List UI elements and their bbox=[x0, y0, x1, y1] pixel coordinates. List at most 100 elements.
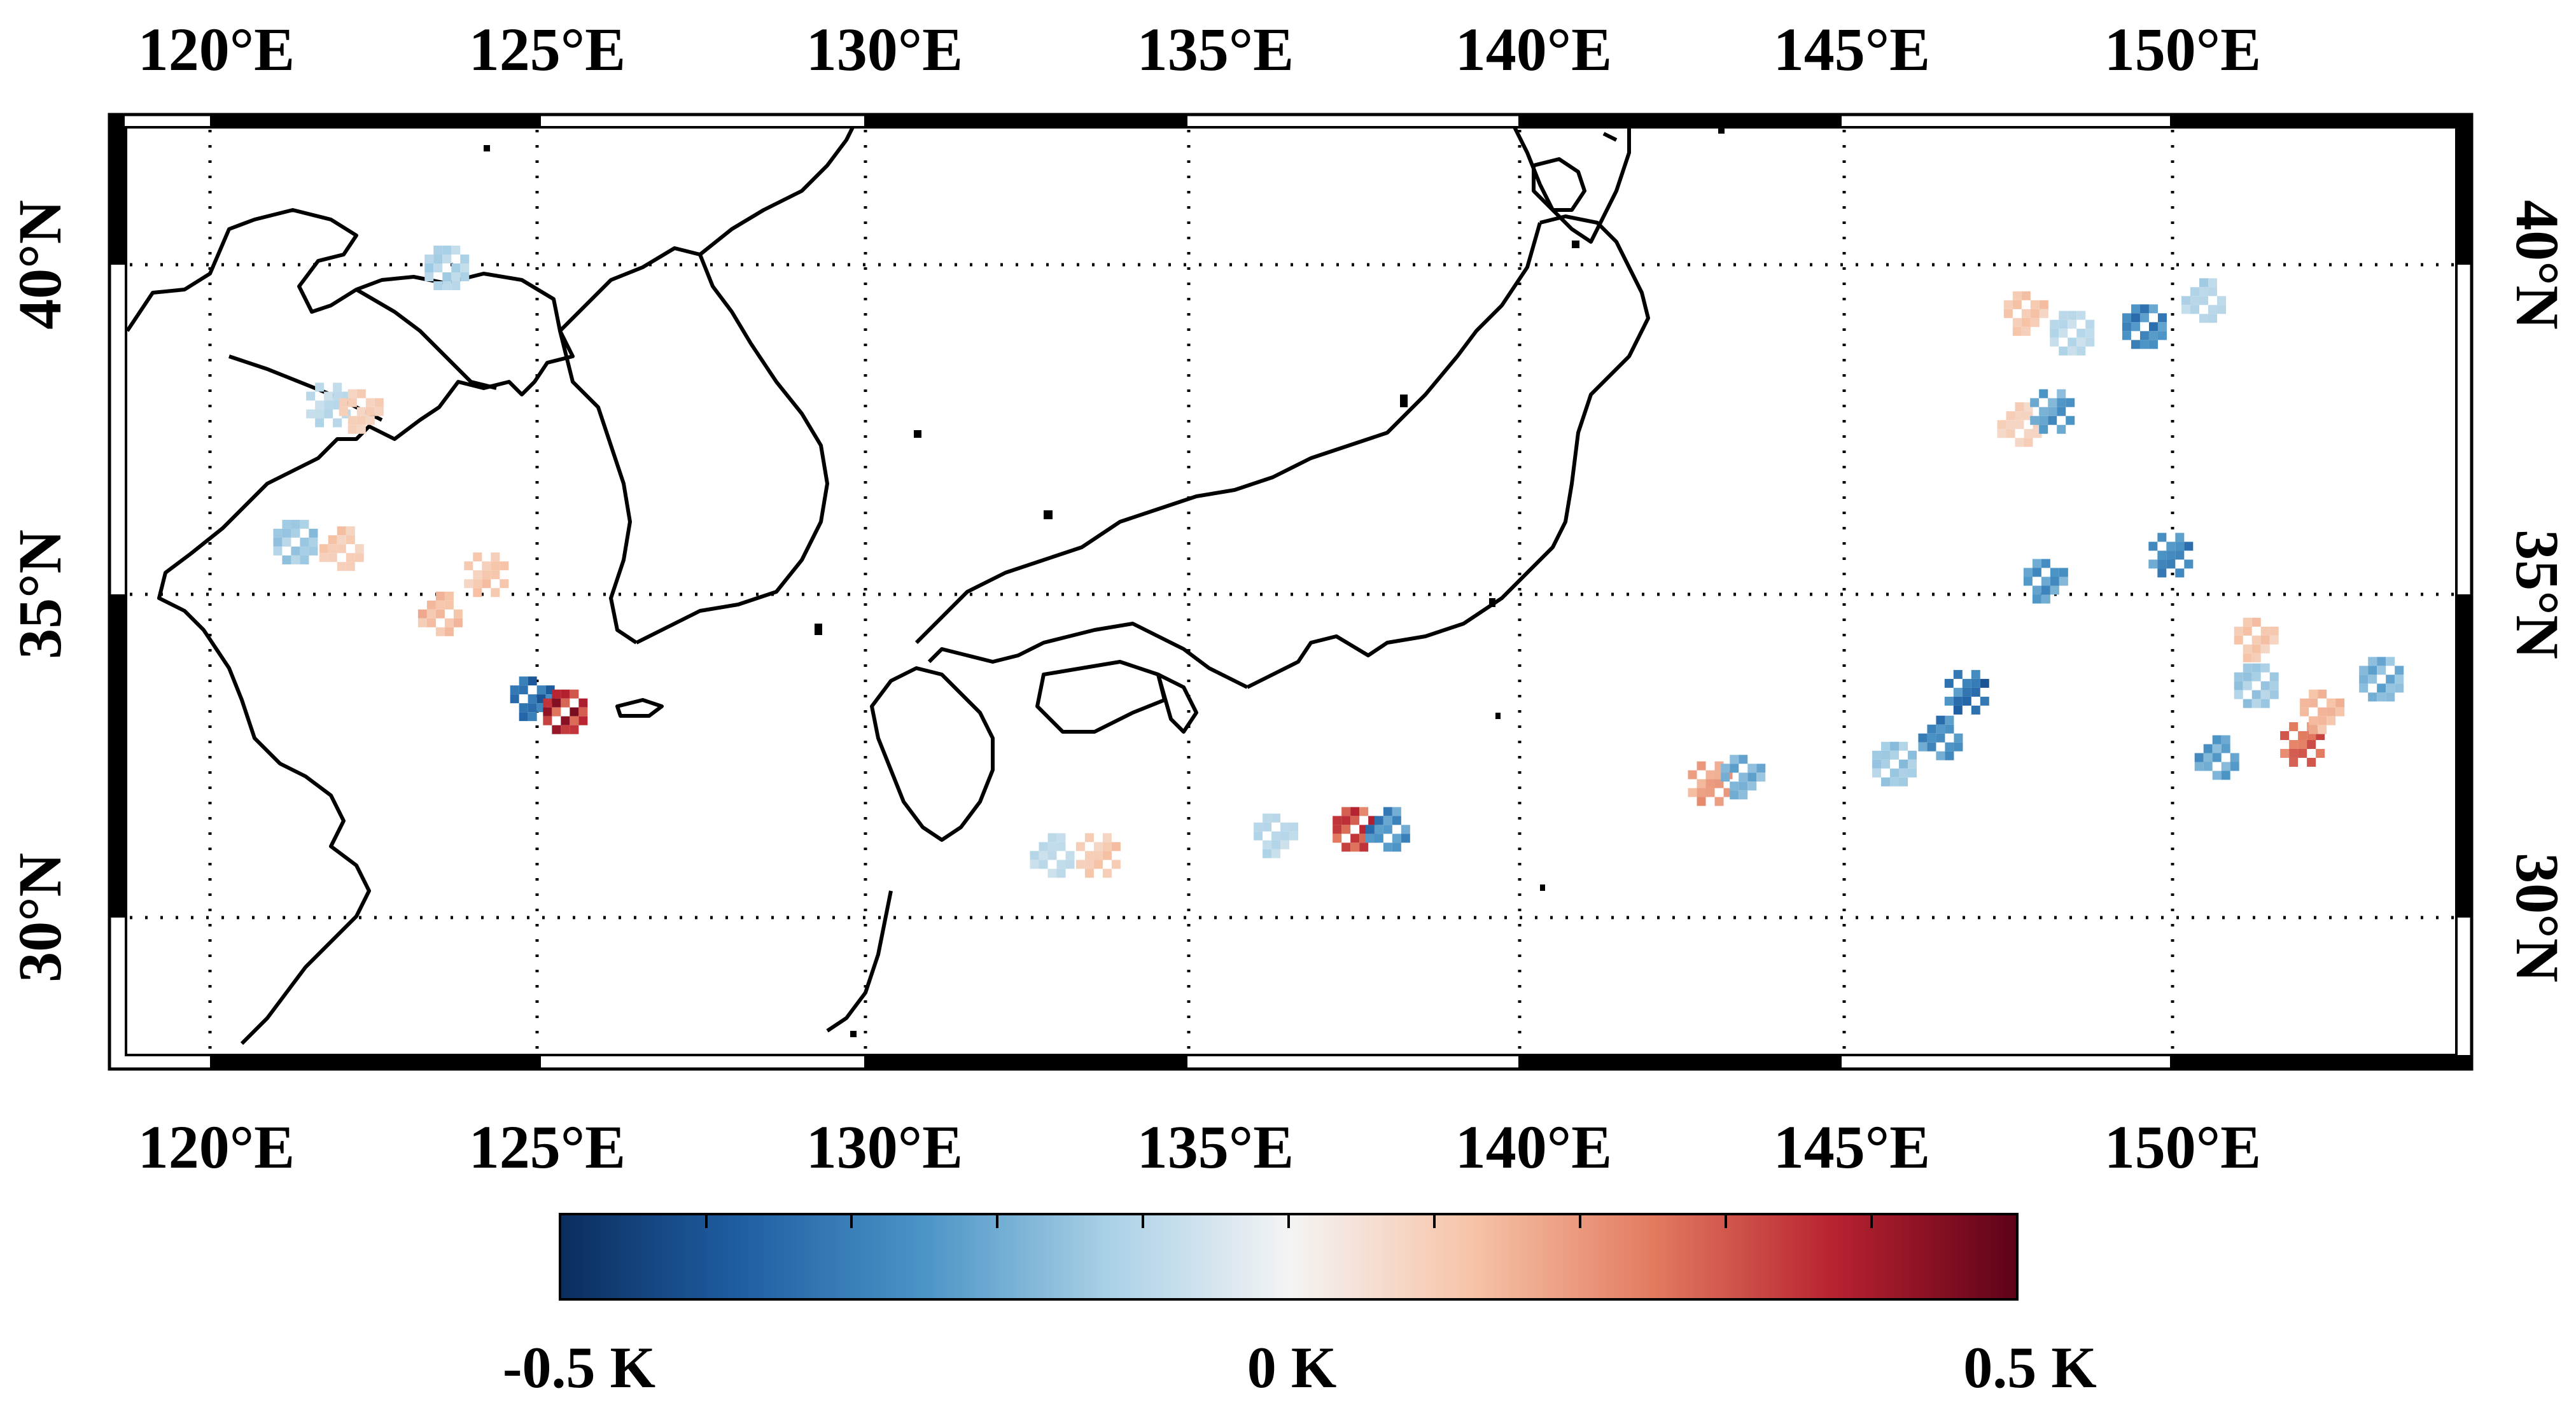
anomaly-cell bbox=[2243, 653, 2252, 662]
anomaly-cell bbox=[1341, 816, 1351, 825]
anomaly-cell bbox=[1890, 768, 1900, 778]
anomaly-cell bbox=[482, 579, 491, 589]
anomaly-cell bbox=[2300, 698, 2309, 708]
anomaly-cell bbox=[324, 400, 333, 410]
anomaly-cell bbox=[2012, 291, 2022, 300]
anomaly-patch bbox=[2023, 559, 2068, 604]
anomaly-patch bbox=[417, 591, 463, 636]
anomaly-cell bbox=[1971, 669, 1980, 679]
anomaly-cell bbox=[2327, 698, 2336, 708]
anomaly-cell bbox=[570, 716, 579, 725]
anomaly-cell bbox=[2269, 626, 2279, 636]
anomaly-cell bbox=[2221, 744, 2230, 753]
island-5 bbox=[1572, 241, 1579, 248]
frame-bar-left-2 bbox=[109, 594, 125, 918]
anomaly-cell bbox=[2309, 716, 2318, 725]
anomaly-cell bbox=[1056, 833, 1066, 842]
anomaly-patch bbox=[2148, 533, 2194, 578]
anomaly-cell bbox=[444, 618, 454, 627]
anomaly-cell bbox=[319, 544, 328, 554]
frame-bar-top-1 bbox=[210, 115, 541, 129]
anomaly-cell bbox=[2280, 730, 2290, 740]
anomaly-patch bbox=[2300, 689, 2345, 734]
anomaly-cell bbox=[2122, 313, 2131, 323]
anomaly-cell bbox=[1730, 790, 1739, 800]
anomaly-patch bbox=[2003, 291, 2048, 336]
anomaly-cell bbox=[2041, 559, 2050, 568]
anomaly-cell bbox=[2208, 314, 2218, 323]
anomaly-cell bbox=[1721, 772, 1730, 782]
anomaly-cell bbox=[2131, 322, 2140, 332]
anomaly-cell bbox=[2068, 346, 2077, 356]
anomaly-cell bbox=[1997, 429, 2006, 438]
coastline-kyushu bbox=[870, 666, 995, 842]
anomaly-cell bbox=[1908, 759, 1917, 769]
anomaly-cell bbox=[2386, 657, 2395, 666]
anomaly-cell bbox=[2057, 424, 2066, 434]
anomaly-patch bbox=[1721, 755, 1766, 800]
lon-label-bottom-145: 145°E bbox=[1774, 1113, 1930, 1181]
colorbar-mid-label: 0 K bbox=[1247, 1335, 1337, 1400]
anomaly-cell bbox=[2021, 309, 2031, 318]
anomaly-cell bbox=[306, 391, 316, 401]
anomaly-cell bbox=[1271, 813, 1281, 823]
anomaly-patch bbox=[464, 552, 509, 598]
anomaly-cell bbox=[2307, 739, 2316, 749]
lat-labels-left: 40°N 35°N 30°N bbox=[6, 200, 74, 982]
anomaly-cell bbox=[1392, 834, 1401, 843]
anomaly-cell bbox=[2006, 420, 2015, 430]
anomaly-patch bbox=[1872, 741, 1917, 786]
anomaly-cell bbox=[2377, 683, 2386, 693]
frame-bar-right-1 bbox=[2456, 115, 2472, 265]
anomaly-cell bbox=[433, 263, 443, 272]
anomaly-cell bbox=[417, 618, 427, 627]
anomaly-cell bbox=[1280, 831, 1290, 841]
anomaly-cell bbox=[1047, 842, 1057, 851]
anomaly-cell bbox=[1953, 669, 1963, 679]
anomaly-patch bbox=[2050, 311, 2095, 356]
frame-bar-bottom-2 bbox=[864, 1055, 1187, 1069]
anomaly-cell bbox=[1705, 770, 1715, 779]
anomaly-cell bbox=[1039, 860, 1048, 869]
anomaly-cell bbox=[1927, 733, 1936, 743]
anomaly-cell bbox=[1997, 420, 2006, 430]
anomaly-cell bbox=[1945, 751, 1954, 760]
anomaly-cell bbox=[1084, 833, 1094, 842]
anomaly-cell bbox=[1102, 869, 1112, 878]
anomaly-cell bbox=[282, 528, 291, 538]
anomaly-cell bbox=[2012, 300, 2022, 309]
anomaly-cell bbox=[2251, 663, 2261, 673]
anomaly-cell bbox=[309, 537, 318, 547]
coastline-shikoku bbox=[1035, 660, 1166, 734]
coastline-jeju bbox=[615, 698, 664, 718]
anomaly-patch bbox=[2280, 722, 2325, 767]
anomaly-cell bbox=[453, 609, 463, 619]
lat-label-right-35: 35°N bbox=[2503, 529, 2572, 659]
anomaly-cell bbox=[356, 416, 366, 425]
anomaly-cell bbox=[453, 618, 463, 627]
anomaly-cell bbox=[2386, 683, 2395, 693]
anomaly-cell bbox=[1333, 834, 1342, 843]
frame-bar-bottom-3 bbox=[1518, 1055, 1842, 1069]
anomaly-cell bbox=[1383, 807, 1392, 816]
anomaly-cell bbox=[346, 553, 355, 563]
anomaly-cell bbox=[2076, 346, 2086, 356]
anomaly-cell bbox=[1065, 860, 1075, 869]
anomaly-cell bbox=[1756, 772, 1766, 782]
lon-label-bottom-135: 135°E bbox=[1137, 1113, 1294, 1181]
anomaly-cell bbox=[1908, 750, 1917, 760]
anomaly-cell bbox=[2184, 559, 2194, 569]
anomaly-cell bbox=[491, 588, 500, 598]
lon-label-top-150: 150°E bbox=[2104, 15, 2261, 83]
anomaly-cell bbox=[1374, 834, 1383, 843]
anomaly-cell bbox=[435, 609, 445, 619]
anomaly-cell bbox=[347, 416, 357, 425]
anomaly-patch bbox=[424, 246, 470, 290]
anomaly-patch bbox=[2030, 389, 2075, 434]
anomaly-cell bbox=[1289, 822, 1299, 832]
anomaly-patch bbox=[1944, 669, 1989, 715]
anomaly-cell bbox=[1280, 822, 1290, 832]
anomaly-cell bbox=[2175, 542, 2185, 551]
anomaly-cell bbox=[2230, 762, 2239, 771]
